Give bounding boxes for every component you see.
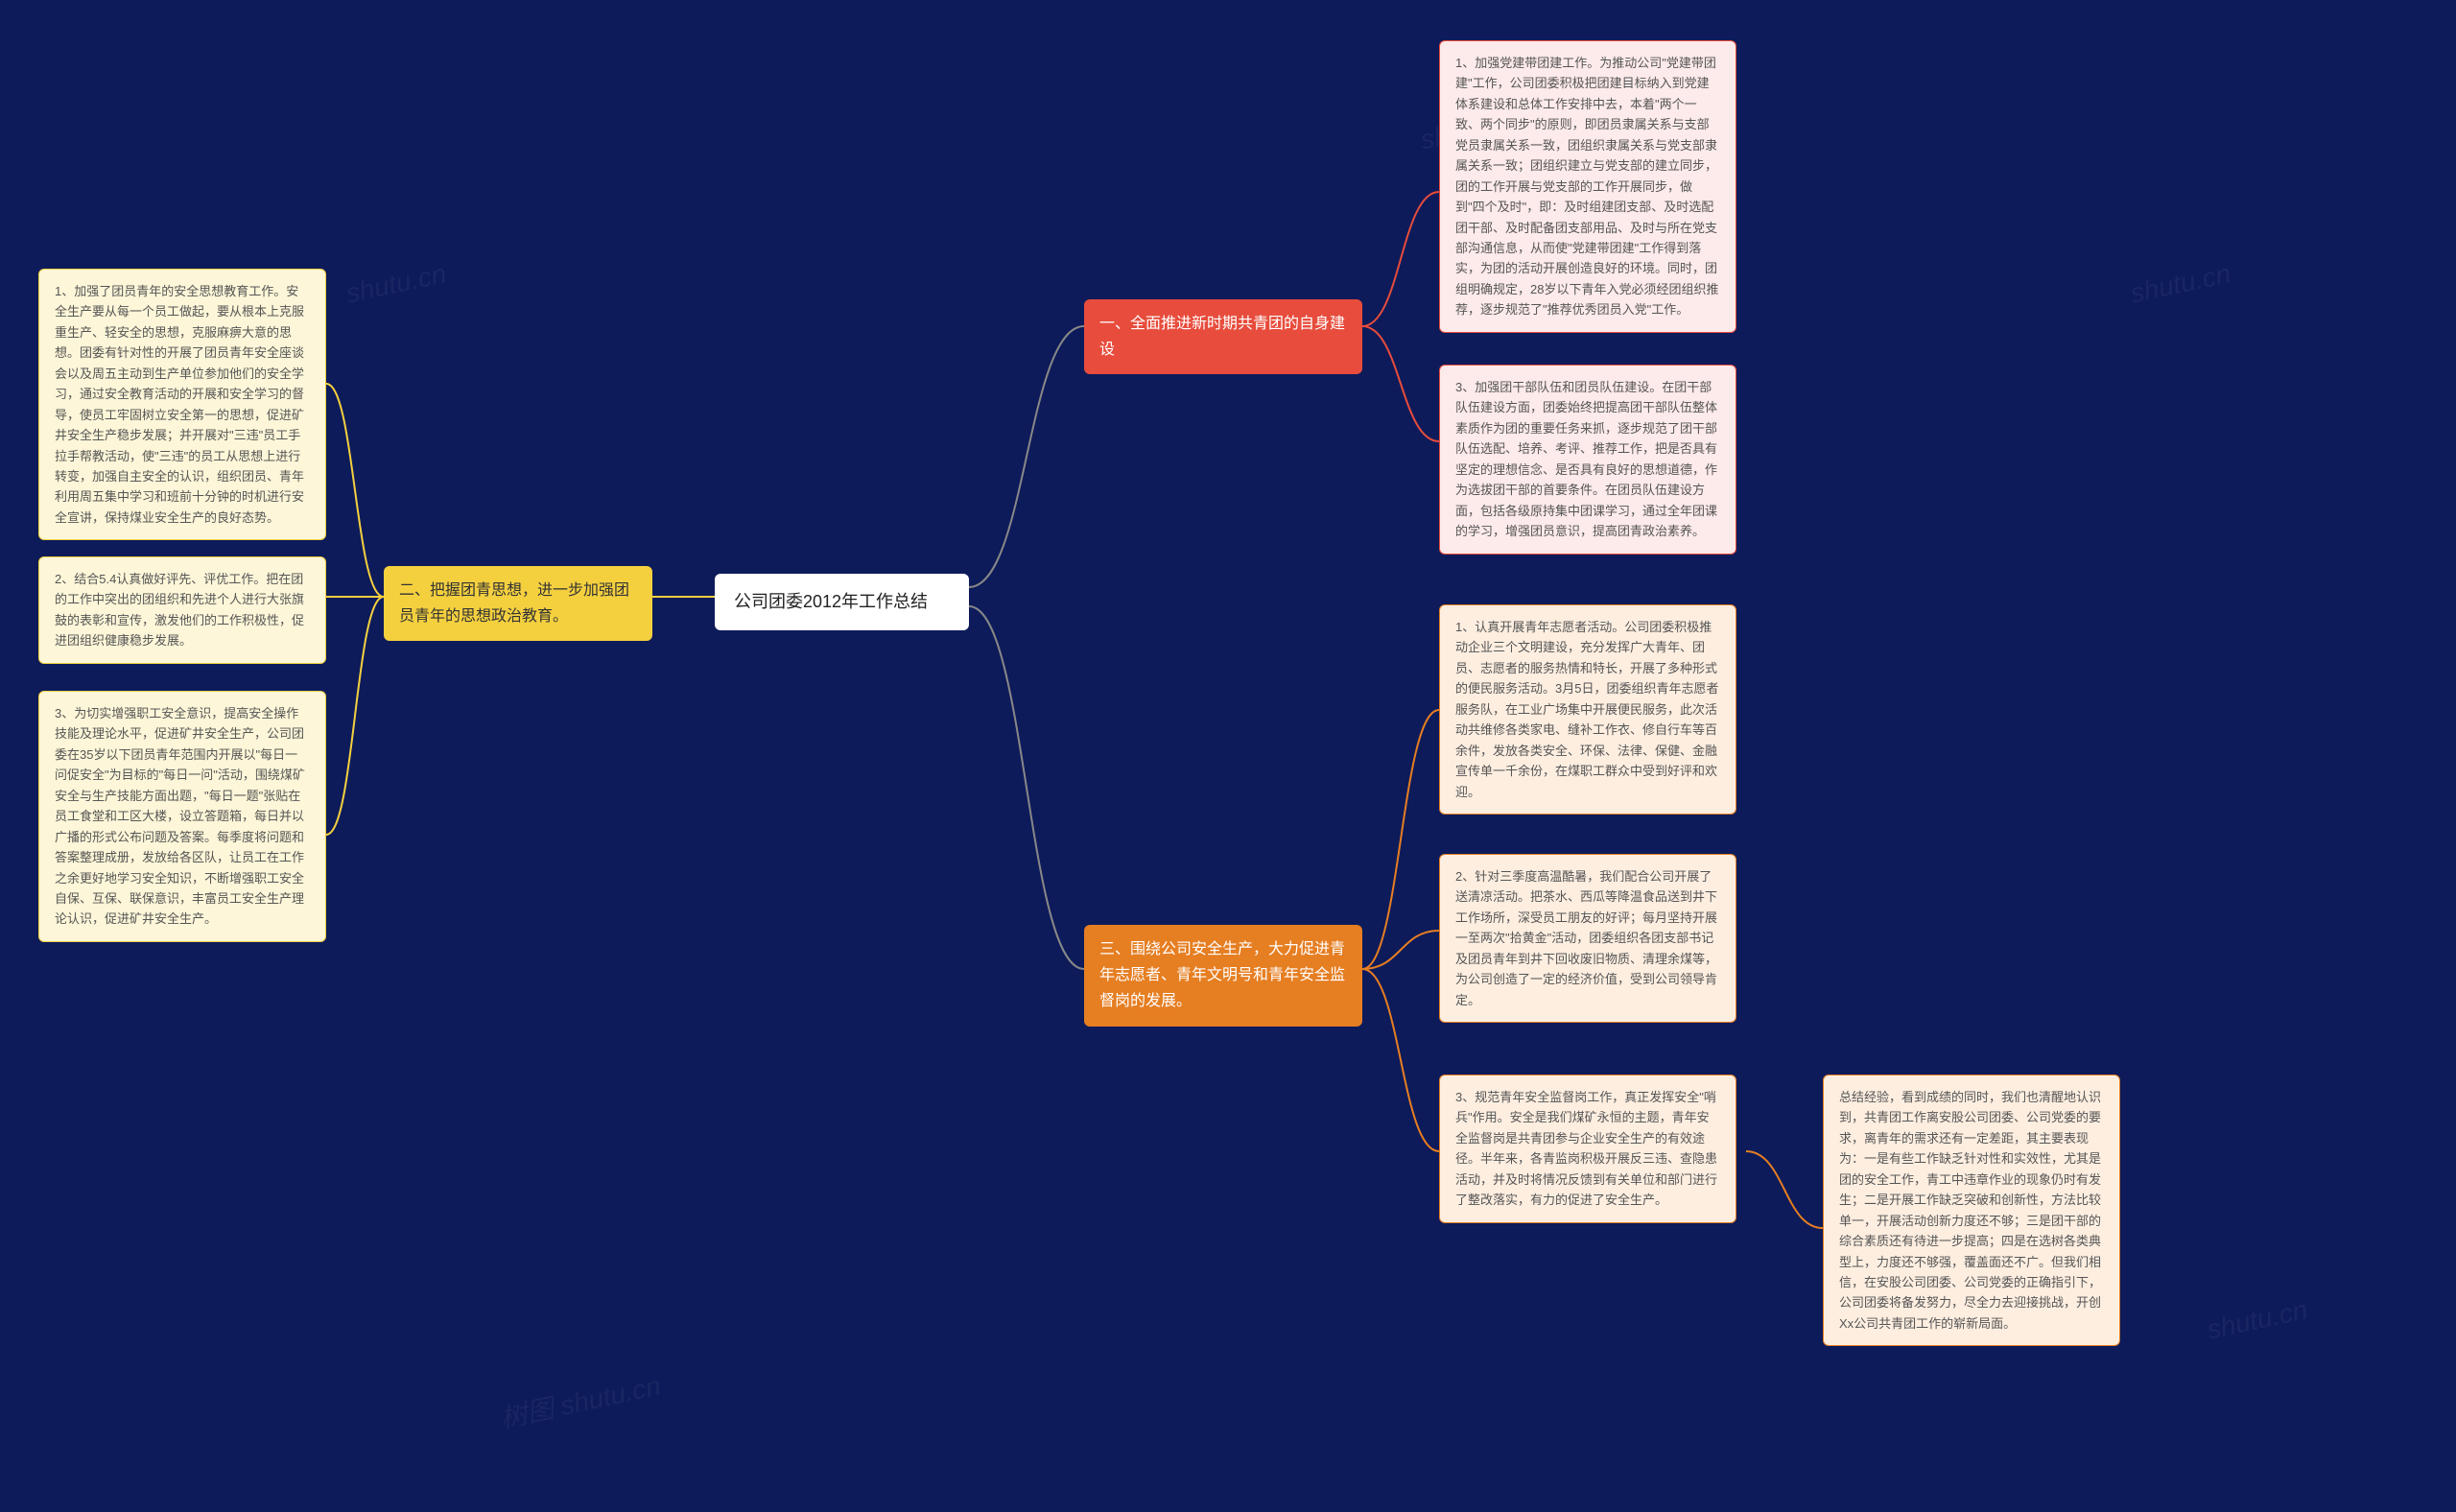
section-3-leaf-3[interactable]: 3、规范青年安全监督岗工作，真正发挥安全"哨兵"作用。安全是我们煤矿永恒的主题，… xyxy=(1439,1075,1736,1223)
mindmap-root[interactable]: 公司团委2012年工作总结 xyxy=(715,574,969,630)
section-3-leaf-3b[interactable]: 总结经验，看到成绩的同时，我们也清醒地认识到，共青团工作离安股公司团委、公司党委… xyxy=(1823,1075,2120,1346)
section-3-right[interactable]: 三、围绕公司安全生产，大力促进青年志愿者、青年文明号和青年安全监督岗的发展。 xyxy=(1084,925,1362,1027)
section-1-leaf-3[interactable]: 3、加强团干部队伍和团员队伍建设。在团干部队伍建设方面，团委始终把提高团干部队伍… xyxy=(1439,365,1736,555)
section-1-right[interactable]: 一、全面推进新时期共青团的自身建设 xyxy=(1084,299,1362,374)
section-2-left[interactable]: 二、把握团青思想，进一步加强团员青年的思想政治教育。 xyxy=(384,566,652,641)
section-3-leaf-1[interactable]: 1、认真开展青年志愿者活动。公司团委积极推动企业三个文明建设，充分发挥广大青年、… xyxy=(1439,604,1736,815)
watermark: shutu.cn xyxy=(2128,258,2233,309)
section-2-leaf-3[interactable]: 3、为切实增强职工安全意识，提高安全操作技能及理论水平，促进矿井安全生产，公司团… xyxy=(38,691,326,942)
section-1-leaf-1[interactable]: 1、加强党建带团建工作。为推动公司"党建带团建"工作，公司团委积极把团建目标纳入… xyxy=(1439,40,1736,333)
watermark: 树图 shutu.cn xyxy=(497,1365,664,1436)
section-3-leaf-2[interactable]: 2、针对三季度高温酷暑，我们配合公司开展了送清凉活动。把茶水、西瓜等降温食品送到… xyxy=(1439,854,1736,1023)
watermark: shutu.cn xyxy=(343,258,449,309)
watermark: shutu.cn xyxy=(2205,1294,2310,1345)
section-2-leaf-2[interactable]: 2、结合5.4认真做好评先、评优工作。把在团的工作中突出的团组织和先进个人进行大… xyxy=(38,556,326,664)
section-2-leaf-1[interactable]: 1、加强了团员青年的安全思想教育工作。安全生产要从每一个员工做起，要从根本上克服… xyxy=(38,269,326,540)
